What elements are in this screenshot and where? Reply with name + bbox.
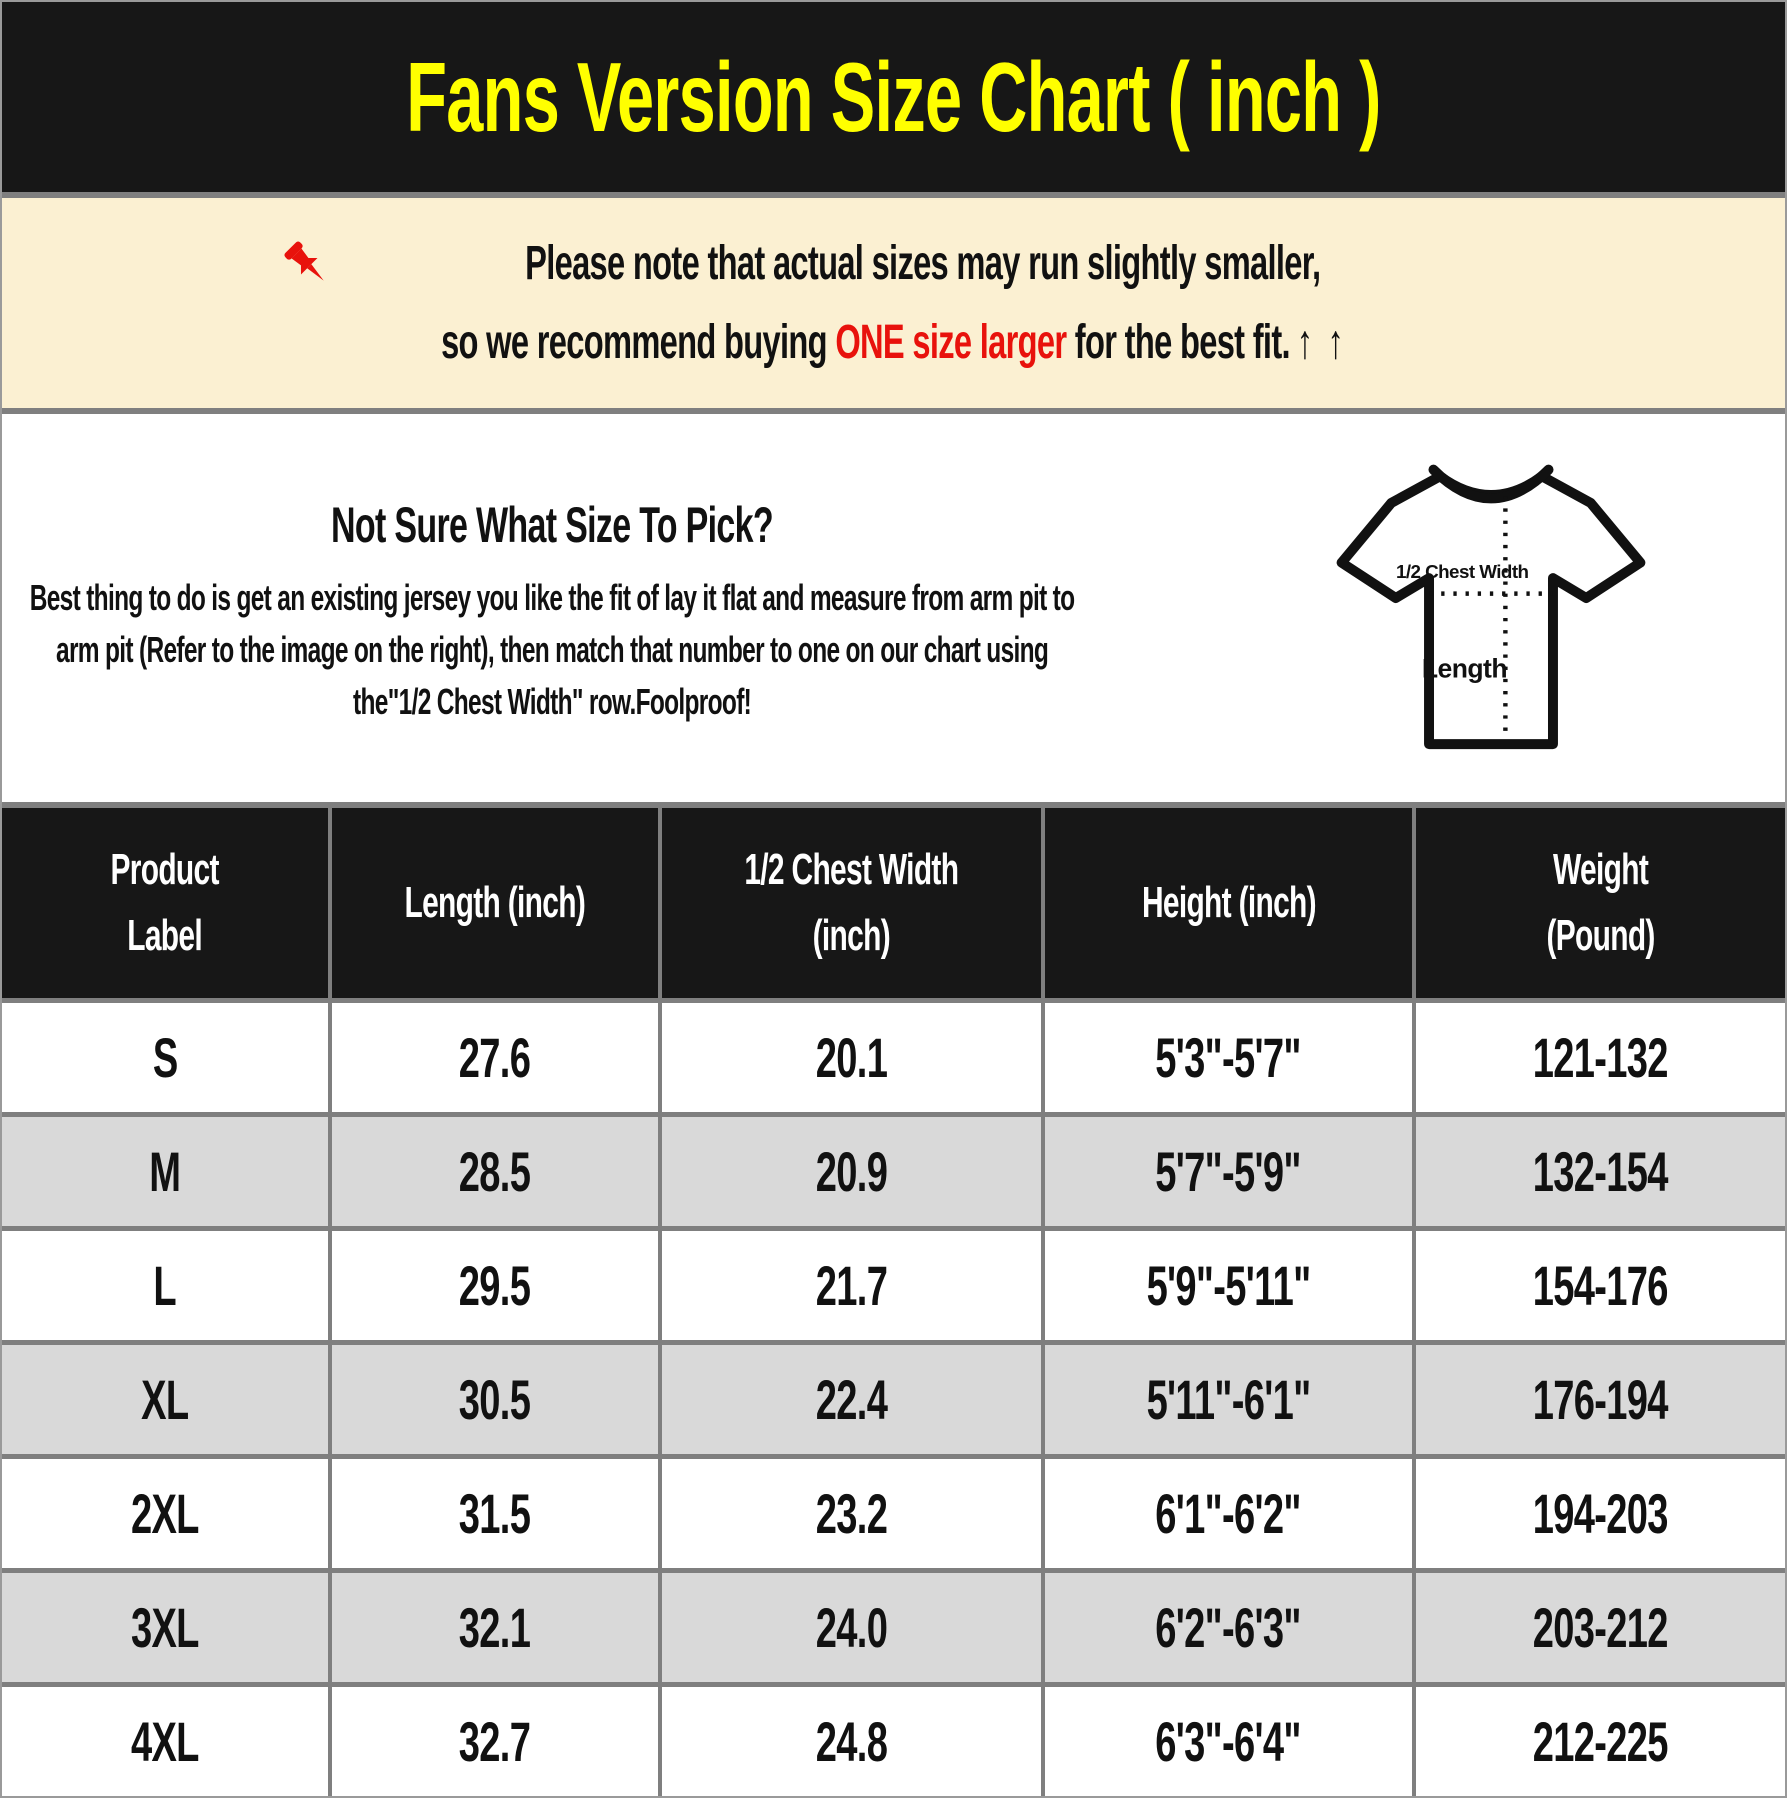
cell-length: 29.5 xyxy=(332,1231,662,1340)
table-row-l: L 29.5 21.7 5'9"-5'11" 154-176 xyxy=(2,1226,1785,1340)
cell-chest: 23.2 xyxy=(662,1459,1046,1568)
tshirt-diagram-icon: 1/2 Chest Width Length xyxy=(1336,464,1646,750)
cell-chest: 24.0 xyxy=(662,1573,1046,1682)
chest-width-label: 1/2 Chest Width xyxy=(1396,561,1529,582)
length-label: Length xyxy=(1422,654,1507,684)
cell-height: 6'3"-6'4" xyxy=(1045,1687,1416,1796)
table-row-4xl: 4XL 32.7 24.8 6'3"-6'4" 212-225 xyxy=(2,1682,1785,1796)
guide-heading: Not Sure What Size To Pick? xyxy=(331,497,774,553)
notice-text-2-suffix: for the best fit. xyxy=(1066,315,1290,369)
cell-chest: 24.8 xyxy=(662,1687,1046,1796)
section-divider xyxy=(2,192,1785,198)
table-row-2xl: 2XL 31.5 23.2 6'1"-6'2" 194-203 xyxy=(2,1454,1785,1568)
notice-line-1: Please note that actual sizes may run sl… xyxy=(280,237,1508,293)
cell-height: 6'2"-6'3" xyxy=(1045,1573,1416,1682)
cell-chest: 22.4 xyxy=(662,1345,1046,1454)
cell-label: L xyxy=(2,1231,332,1340)
notice-highlight: ONE size larger xyxy=(834,315,1067,369)
guide-text-block: Not Sure What Size To Pick? Best thing t… xyxy=(2,488,1102,728)
cell-weight: 121-132 xyxy=(1532,1026,1669,1089)
cell-weight: 194-203 xyxy=(1532,1482,1669,1545)
page-title: Fans Version Size Chart ( inch ) xyxy=(406,41,1381,152)
up-arrows-icon: ↑ ↑ xyxy=(1296,315,1347,369)
column-header-height: Height (inch) xyxy=(1045,808,1416,998)
cell-length: 32.7 xyxy=(332,1687,662,1796)
cell-weight: 212-225 xyxy=(1532,1710,1669,1773)
measurement-diagram: 1/2 Chest Width Length xyxy=(1102,458,1785,758)
cell-chest: 20.1 xyxy=(662,1003,1046,1112)
notice-text-2-prefix: so we recommend buying xyxy=(440,315,835,369)
cell-weight: 154-176 xyxy=(1532,1254,1669,1317)
section-divider xyxy=(2,802,1785,808)
cell-label: S xyxy=(2,1003,332,1112)
cell-height: 5'9"-5'11" xyxy=(1045,1231,1416,1340)
notice-text-1: Please note that actual sizes may run sl… xyxy=(524,237,1321,291)
cell-height: 6'1"-6'2" xyxy=(1045,1459,1416,1568)
cell-weight: 176-194 xyxy=(1532,1368,1669,1431)
notice-banner: Please note that actual sizes may run sl… xyxy=(2,198,1785,408)
cell-chest: 20.9 xyxy=(662,1117,1046,1226)
cell-length: 30.5 xyxy=(332,1345,662,1454)
cell-length: 32.1 xyxy=(332,1573,662,1682)
cell-height: 5'7"-5'9" xyxy=(1045,1117,1416,1226)
title-bar: Fans Version Size Chart ( inch ) xyxy=(2,2,1785,192)
table-row-m: M 28.5 20.9 5'7"-5'9" 132-154 xyxy=(2,1112,1785,1226)
notice-line-2: so we recommend buying ONE size larger f… xyxy=(228,315,1560,370)
table-row-s: S 27.6 20.1 5'3"-5'7" 121-132 xyxy=(2,998,1785,1112)
table-body: S 27.6 20.1 5'3"-5'7" 121-132 M 28.5 20.… xyxy=(2,998,1785,1796)
column-header-product-label: Product Label xyxy=(2,808,332,998)
pushpin-icon xyxy=(284,241,324,281)
cell-height: 5'11"-6'1" xyxy=(1045,1345,1416,1454)
cell-length: 27.6 xyxy=(332,1003,662,1112)
cell-label: 2XL xyxy=(2,1459,332,1568)
section-divider xyxy=(2,408,1785,414)
column-header-length: Length (inch) xyxy=(332,808,662,998)
guide-body: Best thing to do is get an existing jers… xyxy=(29,577,1075,722)
cell-label: M xyxy=(2,1117,332,1226)
cell-length: 31.5 xyxy=(332,1459,662,1568)
cell-weight: 132-154 xyxy=(1532,1140,1669,1203)
column-header-weight: Weight (Pound) xyxy=(1546,845,1655,960)
cell-weight: 203-212 xyxy=(1532,1596,1669,1659)
column-header-chest-width: 1/2 Chest Width (inch) xyxy=(662,808,1046,998)
cell-label: 4XL xyxy=(2,1687,332,1796)
table-row-3xl: 3XL 32.1 24.0 6'2"-6'3" 203-212 xyxy=(2,1568,1785,1682)
sizing-guide-section: Not Sure What Size To Pick? Best thing t… xyxy=(2,414,1785,802)
cell-length: 28.5 xyxy=(332,1117,662,1226)
cell-height: 5'3"-5'7" xyxy=(1045,1003,1416,1112)
cell-label: 3XL xyxy=(2,1573,332,1682)
cell-chest: 21.7 xyxy=(662,1231,1046,1340)
table-header-row: Product Label Length (inch) 1/2 Chest Wi… xyxy=(2,808,1785,998)
table-row-xl: XL 30.5 22.4 5'11"-6'1" 176-194 xyxy=(2,1340,1785,1454)
cell-label: XL xyxy=(2,1345,332,1454)
size-table: Product Label Length (inch) 1/2 Chest Wi… xyxy=(2,808,1785,1796)
